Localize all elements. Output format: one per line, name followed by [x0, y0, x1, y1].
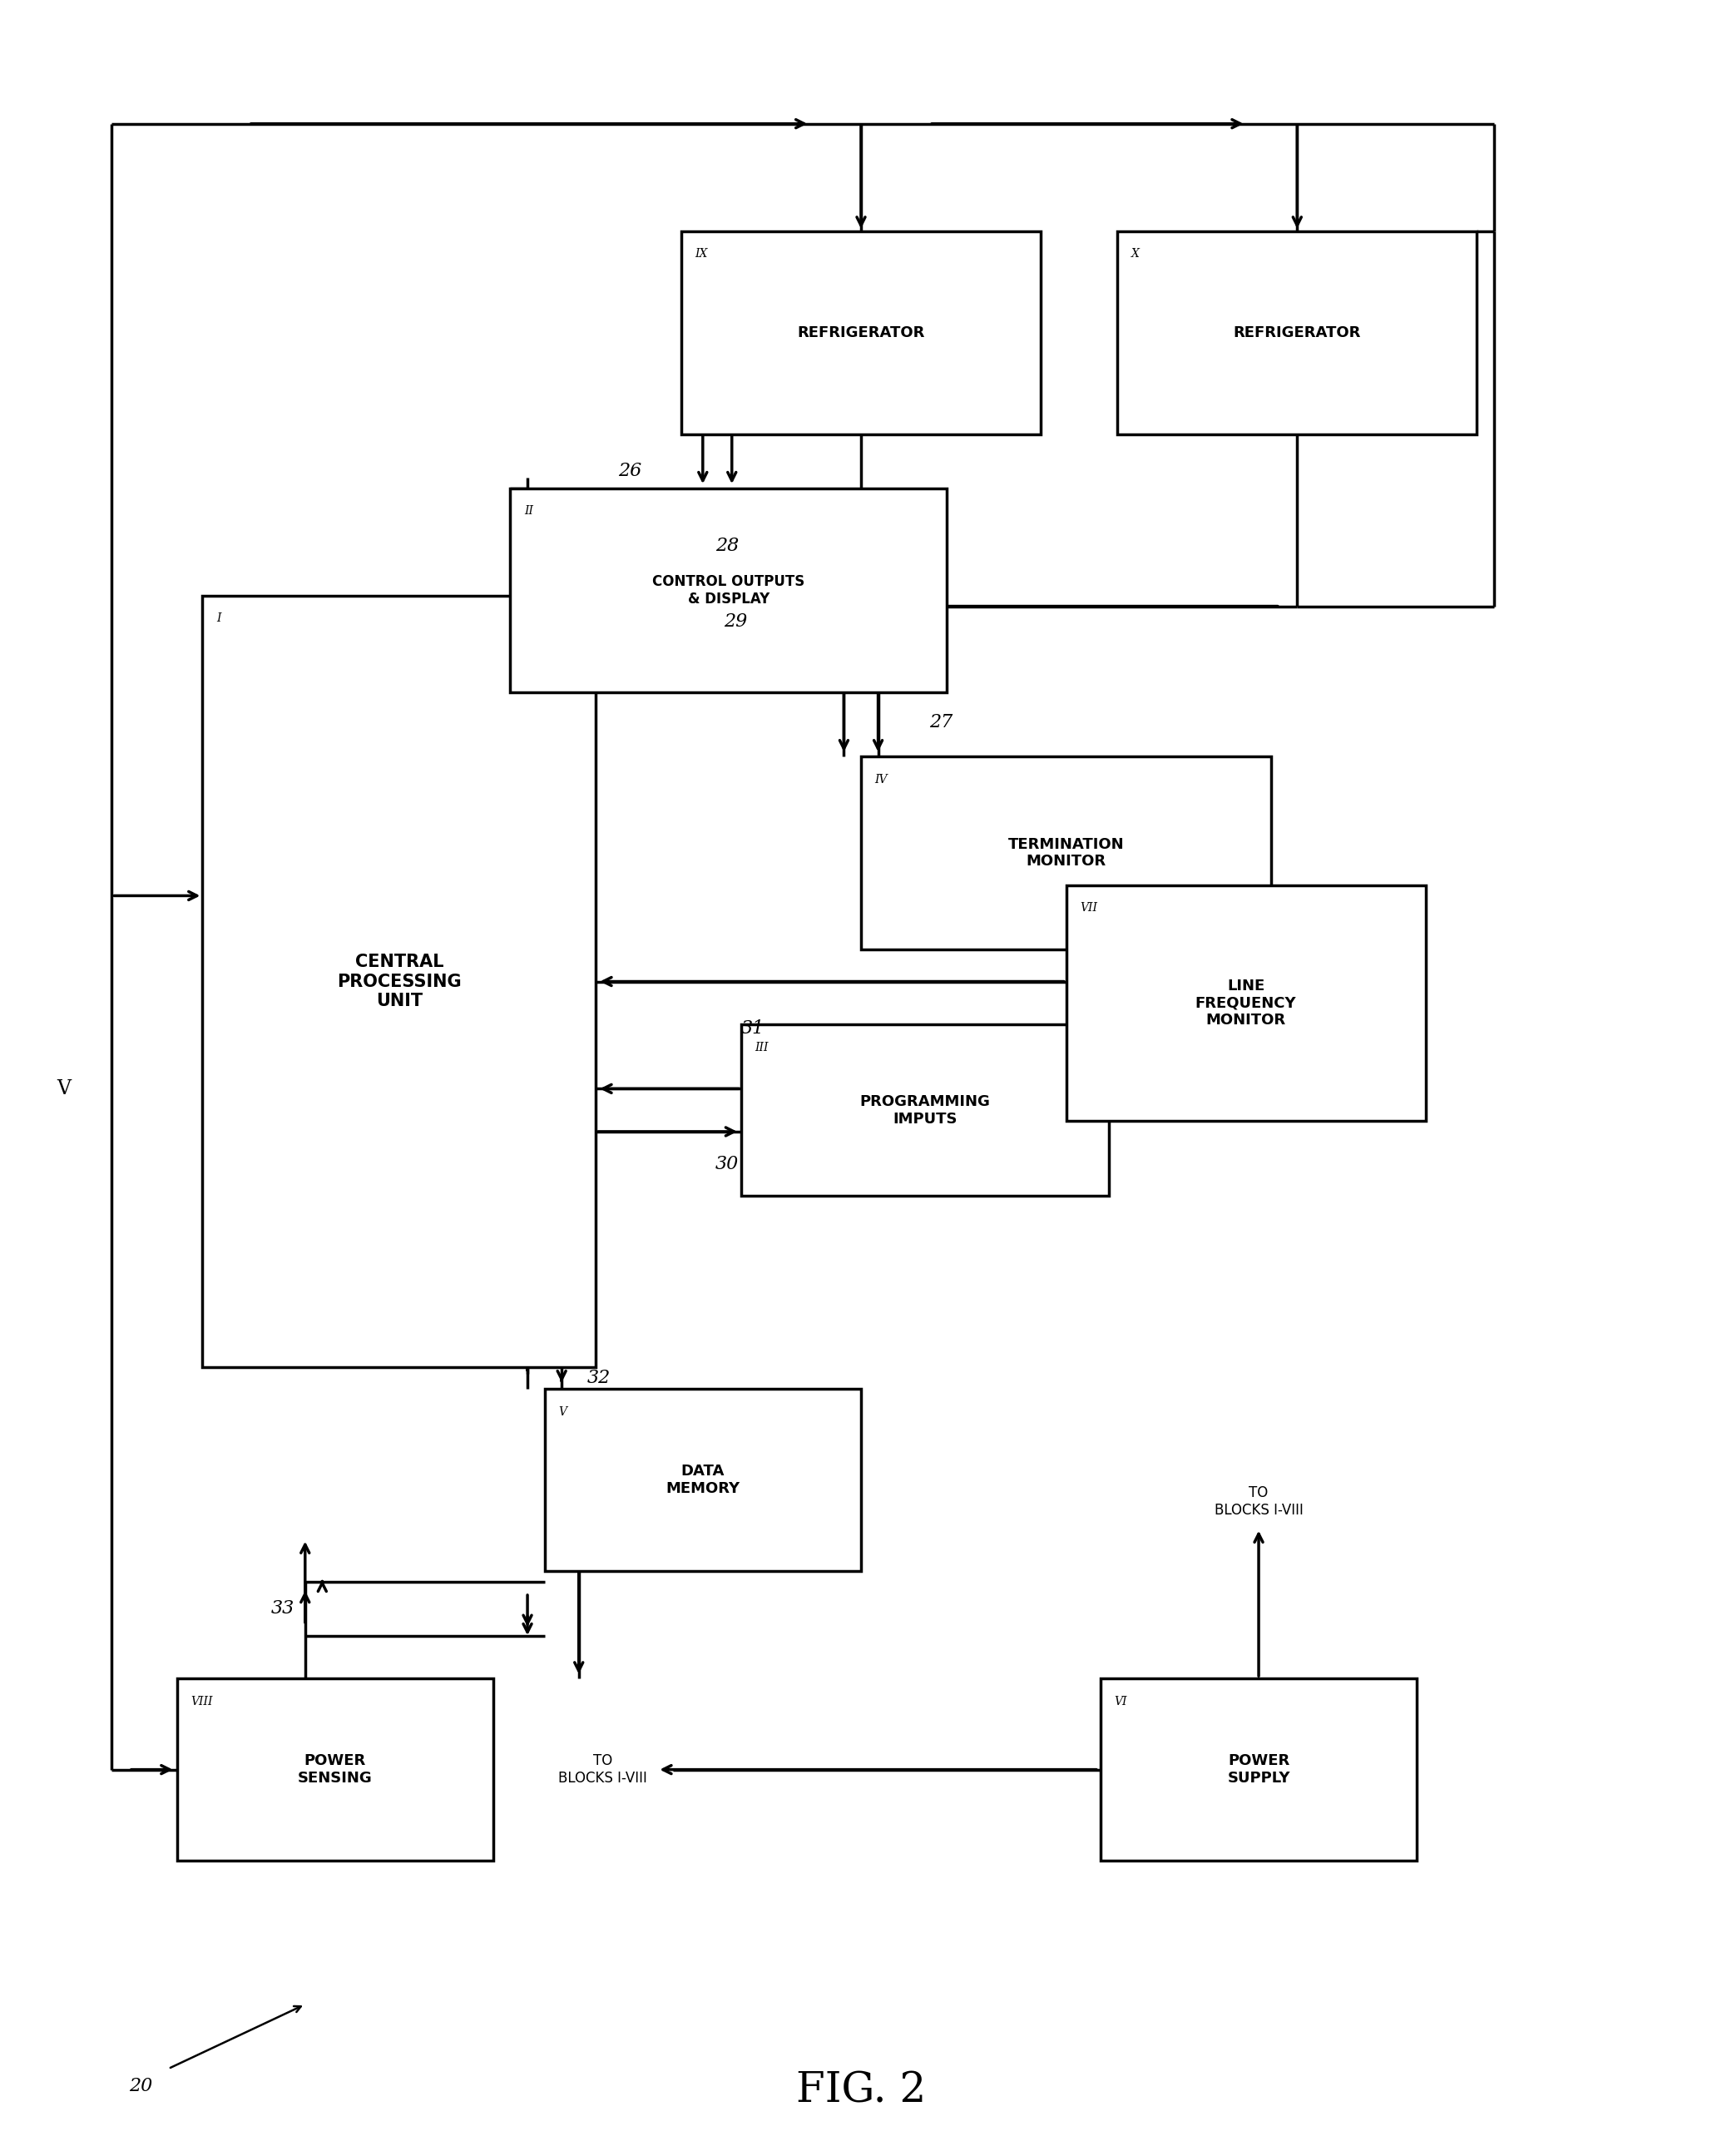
Bar [203, 595, 596, 1367]
Bar [861, 757, 1271, 949]
Text: TO
BLOCKS I-VIII: TO BLOCKS I-VIII [558, 1753, 647, 1785]
Bar [1066, 884, 1426, 1121]
Text: 31: 31 [740, 1020, 765, 1037]
Text: POWER
SENSING: POWER SENSING [298, 1753, 372, 1785]
Text: DATA
MEMORY: DATA MEMORY [666, 1464, 740, 1496]
Bar [544, 1388, 861, 1572]
Text: V: V [558, 1406, 567, 1419]
Text: PROGRAMMING
IMPUTS: PROGRAMMING IMPUTS [859, 1093, 990, 1125]
Text: III: III [754, 1041, 768, 1052]
Text: 26: 26 [618, 461, 642, 481]
Text: LINE
FREQUENCY
MONITOR: LINE FREQUENCY MONITOR [1195, 979, 1297, 1028]
Text: CENTRAL
PROCESSING
UNIT: CENTRAL PROCESSING UNIT [338, 953, 461, 1009]
Text: VII: VII [1080, 901, 1097, 914]
Text: 32: 32 [587, 1369, 611, 1386]
Bar [1118, 231, 1477, 436]
Text: IV: IV [875, 774, 887, 785]
Text: 30: 30 [716, 1156, 739, 1173]
Text: 27: 27 [930, 714, 952, 731]
Text: TERMINATION
MONITOR: TERMINATION MONITOR [1007, 837, 1124, 869]
Text: POWER
SUPPLY: POWER SUPPLY [1228, 1753, 1290, 1785]
Text: TO
BLOCKS I-VIII: TO BLOCKS I-VIII [1214, 1485, 1304, 1518]
Text: CONTROL OUTPUTS
& DISPLAY: CONTROL OUTPUTS & DISPLAY [653, 573, 804, 606]
Text: I: I [217, 612, 220, 625]
Bar [177, 1677, 492, 1861]
Text: 20: 20 [129, 2076, 153, 2096]
Bar [1100, 1677, 1417, 1861]
Text: FIG. 2: FIG. 2 [796, 2070, 926, 2111]
Text: V: V [57, 1080, 71, 1097]
Bar [682, 231, 1040, 436]
Text: REFRIGERATOR: REFRIGERATOR [797, 326, 925, 341]
Text: VI: VI [1114, 1695, 1126, 1708]
Text: 33: 33 [270, 1600, 294, 1617]
Text: VIII: VIII [191, 1695, 212, 1708]
Text: IX: IX [696, 248, 708, 259]
Bar [740, 1024, 1109, 1197]
Bar [510, 487, 947, 692]
Text: II: II [523, 505, 534, 517]
Text: 28: 28 [716, 537, 739, 556]
Text: 29: 29 [725, 612, 747, 630]
Text: REFRIGERATOR: REFRIGERATOR [1233, 326, 1360, 341]
Text: X: X [1131, 248, 1140, 259]
